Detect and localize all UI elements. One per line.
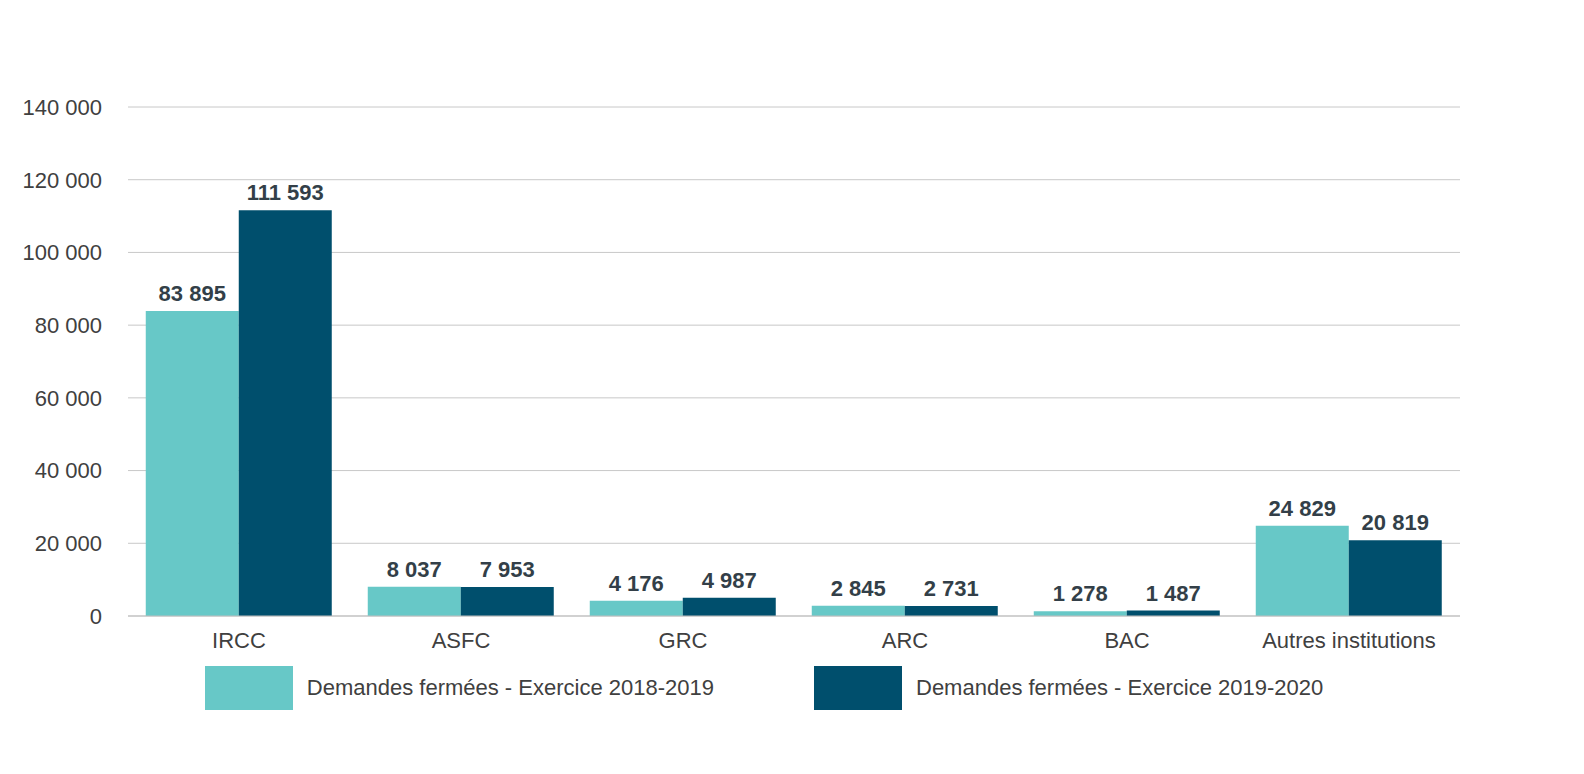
- svg-text:IRCC: IRCC: [212, 628, 266, 653]
- svg-text:2 845: 2 845: [831, 576, 886, 601]
- svg-text:120 000: 120 000: [22, 168, 102, 193]
- html-text:Demandes fermées - Exercice 20: Demandes fermées - Exercice 2018-2019: [306, 675, 714, 700]
- svg-text:ASFC: ASFC: [432, 628, 491, 653]
- svg-text:4 176: 4 176: [609, 571, 664, 596]
- svg-text:1 278: 1 278: [1053, 581, 1108, 606]
- svg-text:8 037: 8 037: [387, 557, 442, 582]
- svg-text:100 000: 100 000: [22, 240, 102, 265]
- svg-text:7 953: 7 953: [480, 557, 535, 582]
- html-text:Demandes fermées - Exercice 20: Demandes fermées - Exercice 2019-2020: [916, 675, 1324, 700]
- svg-text:80 000: 80 000: [35, 313, 102, 338]
- svg-text:20 819: 20 819: [1362, 510, 1429, 535]
- svg-text:140 000: 140 000: [22, 95, 102, 120]
- svg-text:1 487: 1 487: [1146, 581, 1201, 606]
- svg-text:20 000: 20 000: [35, 531, 102, 556]
- svg-text:BAC: BAC: [1104, 628, 1149, 653]
- svg-text:24 829: 24 829: [1269, 496, 1336, 521]
- svg-text:4 987: 4 987: [702, 568, 757, 593]
- svg-text:2 731: 2 731: [924, 576, 979, 601]
- svg-text:60 000: 60 000: [35, 386, 102, 411]
- svg-text:83 895: 83 895: [159, 281, 226, 306]
- svg-text:ARC: ARC: [882, 628, 929, 653]
- svg-text:Autres institutions: Autres institutions: [1262, 628, 1436, 653]
- svg-text:GRC: GRC: [659, 628, 708, 653]
- svg-text:40 000: 40 000: [35, 458, 102, 483]
- svg-text:111 593: 111 593: [247, 180, 324, 205]
- svg-text:0: 0: [90, 604, 102, 629]
